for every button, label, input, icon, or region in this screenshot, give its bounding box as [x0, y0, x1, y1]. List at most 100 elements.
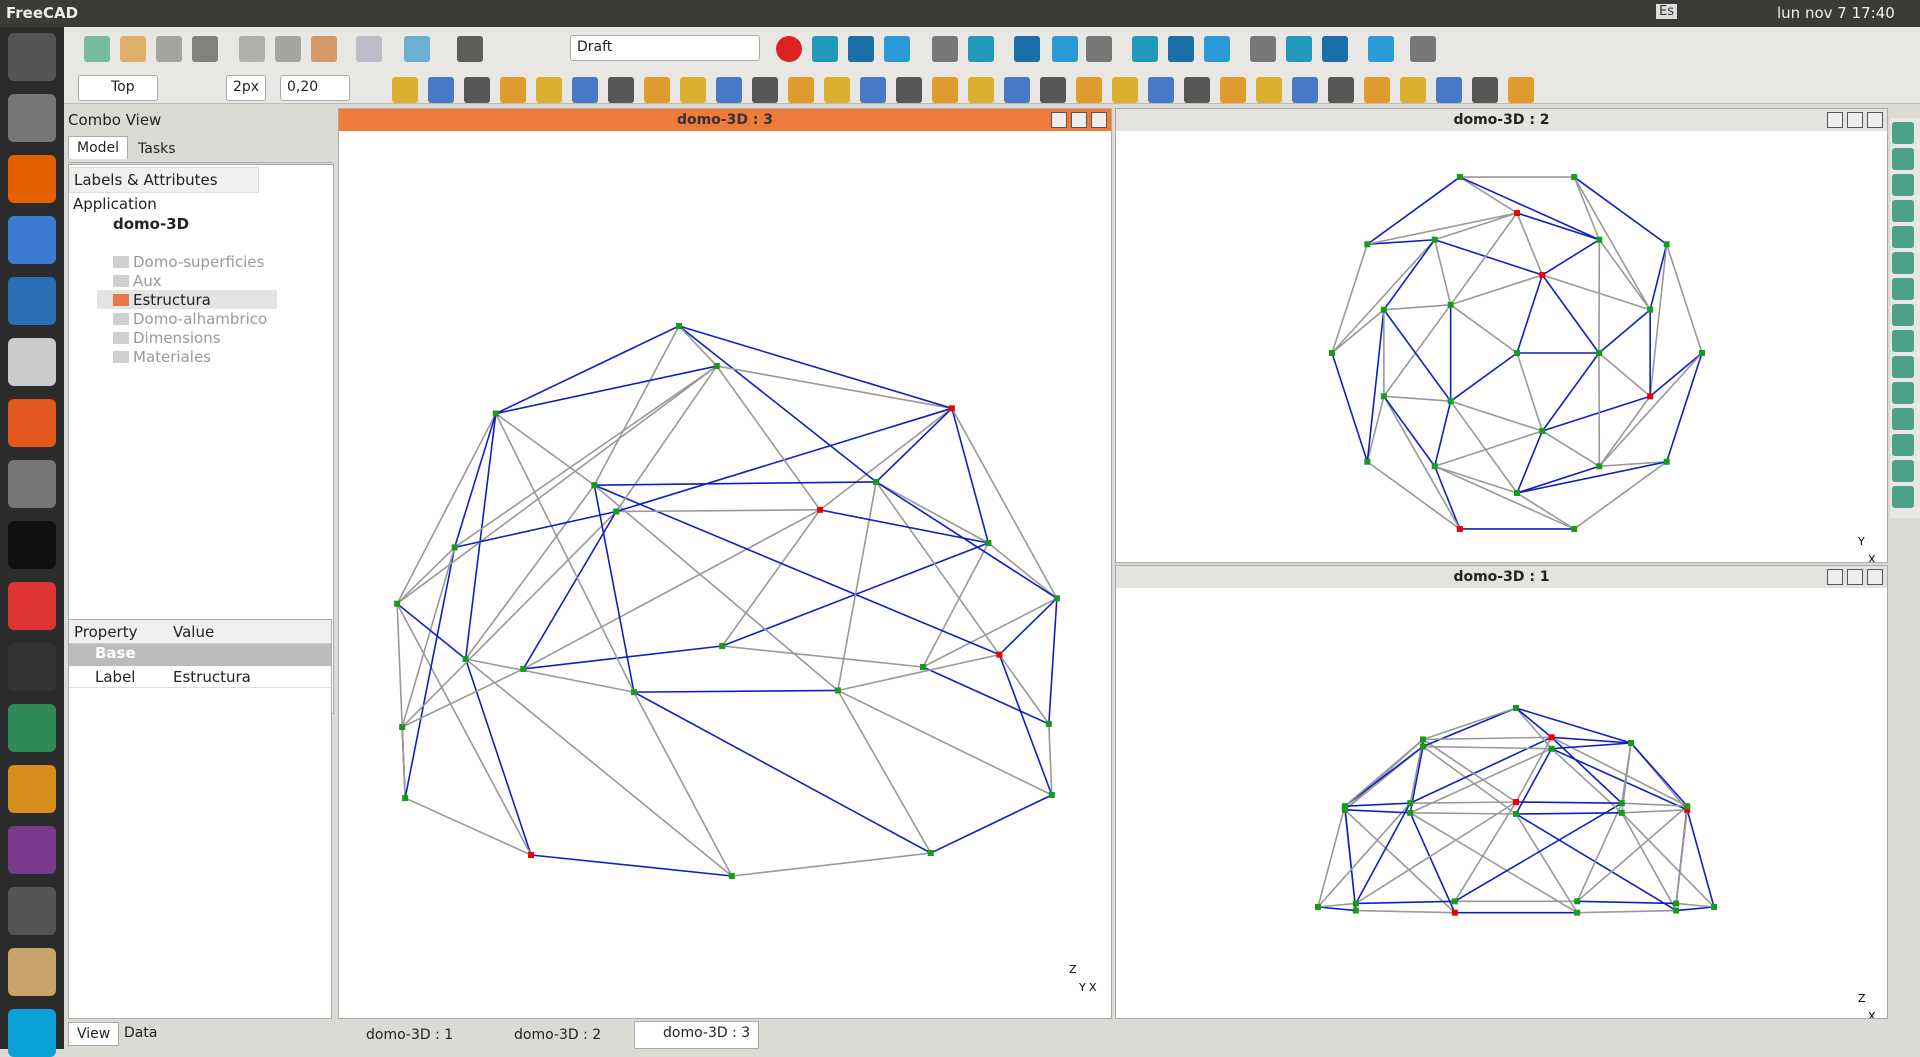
- toolbar-button[interactable]: [1892, 174, 1914, 196]
- toolbar-button[interactable]: [500, 77, 526, 103]
- toolbar-button[interactable]: [608, 77, 634, 103]
- tab[interactable]: domo-3D : 2: [486, 1024, 609, 1046]
- launcher-icon[interactable]: [8, 643, 56, 691]
- toolbar-button[interactable]: [1892, 460, 1914, 482]
- viewport-3d[interactable]: ZX: [1116, 588, 1887, 1018]
- toolbar-button[interactable]: [1086, 36, 1112, 62]
- tree-item[interactable]: Materiales: [133, 348, 211, 366]
- toolbar-button[interactable]: [239, 36, 265, 62]
- toolbar-button[interactable]: [1250, 36, 1276, 62]
- toolbar-button[interactable]: [572, 77, 598, 103]
- working-plane-button[interactable]: Top: [78, 75, 158, 101]
- toolbar-button[interactable]: [1892, 304, 1914, 326]
- toolbar-button[interactable]: [428, 77, 454, 103]
- toolbar-button[interactable]: [1328, 77, 1354, 103]
- tab[interactable]: Data: [116, 1022, 165, 1044]
- toolbar-button[interactable]: [1892, 278, 1914, 300]
- toolbar-button[interactable]: [1292, 77, 1318, 103]
- toolbar-button[interactable]: [1892, 148, 1914, 170]
- toolbar-button[interactable]: [680, 77, 706, 103]
- launcher-icon[interactable]: [8, 33, 56, 81]
- clock[interactable]: lun nov 7 17:40: [1777, 4, 1895, 22]
- toolbar-button[interactable]: [1892, 330, 1914, 352]
- launcher-icon[interactable]: [8, 277, 56, 325]
- toolbar-button[interactable]: [1472, 77, 1498, 103]
- window-button[interactable]: [1051, 112, 1067, 128]
- window-button[interactable]: [1867, 569, 1883, 585]
- toolbar-button[interactable]: [1256, 77, 1282, 103]
- toolbar-button[interactable]: [1040, 77, 1066, 103]
- toolbar-button[interactable]: [788, 77, 814, 103]
- toolbar-button[interactable]: [716, 77, 742, 103]
- window-button[interactable]: [1827, 569, 1843, 585]
- workbench-selector[interactable]: Draft: [570, 35, 760, 61]
- toolbar-button[interactable]: [860, 77, 886, 103]
- launcher-icon[interactable]: [8, 887, 56, 935]
- toolbar-button[interactable]: [1364, 77, 1390, 103]
- toolbar-button[interactable]: [275, 36, 301, 62]
- tree-item[interactable]: Domo-superficies: [133, 253, 264, 271]
- tab[interactable]: domo-3D : 3: [634, 1021, 759, 1049]
- launcher-icon[interactable]: [8, 94, 56, 142]
- keyboard-indicator[interactable]: Es: [1656, 4, 1677, 19]
- toolbar-button[interactable]: [1410, 36, 1436, 62]
- toolbar-button[interactable]: [1204, 36, 1230, 62]
- toolbar-button[interactable]: [1168, 36, 1194, 62]
- window-button[interactable]: [1827, 112, 1843, 128]
- toolbar-button[interactable]: [1004, 77, 1030, 103]
- toolbar-button[interactable]: [812, 36, 838, 62]
- toolbar-button[interactable]: [1892, 200, 1914, 222]
- toolbar-button[interactable]: [1014, 36, 1040, 62]
- window-button[interactable]: [1847, 112, 1863, 128]
- tab[interactable]: View: [68, 1022, 119, 1046]
- tree-item[interactable]: Estructura: [133, 291, 211, 309]
- toolbar-button[interactable]: [1892, 434, 1914, 456]
- launcher-icon[interactable]: [8, 399, 56, 447]
- toolbar-button[interactable]: [968, 77, 994, 103]
- tree-item[interactable]: Dimensions: [133, 329, 221, 347]
- tree-item[interactable]: Domo-alhambrico: [133, 310, 267, 328]
- property-row[interactable]: Label Estructura: [69, 666, 331, 688]
- toolbar-button[interactable]: [884, 36, 910, 62]
- toolbar-button[interactable]: [1132, 36, 1158, 62]
- launcher-icon[interactable]: [8, 765, 56, 813]
- window-button[interactable]: [1071, 112, 1087, 128]
- toolbar-button[interactable]: [192, 36, 218, 62]
- toolbar-button[interactable]: [1892, 408, 1914, 430]
- toolbar-button[interactable]: [896, 77, 922, 103]
- toolbar-button[interactable]: [464, 77, 490, 103]
- toolbar-button[interactable]: [824, 77, 850, 103]
- toolbar-button[interactable]: [84, 36, 110, 62]
- launcher-icon[interactable]: [8, 826, 56, 874]
- tab[interactable]: domo-3D : 1: [338, 1024, 461, 1046]
- toolbar-button[interactable]: [1892, 226, 1914, 248]
- toolbar-button[interactable]: [1892, 382, 1914, 404]
- window-button[interactable]: [1867, 112, 1883, 128]
- toolbar-button[interactable]: [1400, 77, 1426, 103]
- toolbar-button[interactable]: [776, 36, 802, 62]
- toolbar-button[interactable]: [848, 36, 874, 62]
- launcher-icon[interactable]: [8, 521, 56, 569]
- toolbar-button[interactable]: [1184, 77, 1210, 103]
- toolbar-button[interactable]: [932, 77, 958, 103]
- line-width-field[interactable]: 2px: [226, 75, 266, 101]
- toolbar-button[interactable]: [392, 77, 418, 103]
- window-button[interactable]: [1091, 112, 1107, 128]
- toolbar-button[interactable]: [1220, 77, 1246, 103]
- launcher-icon[interactable]: [8, 1009, 56, 1057]
- toolbar-button[interactable]: [457, 36, 483, 62]
- toolbar-button[interactable]: [1508, 77, 1534, 103]
- document-node[interactable]: domo-3D: [113, 215, 189, 233]
- window-button[interactable]: [1847, 569, 1863, 585]
- tree-item[interactable]: Aux: [133, 272, 162, 290]
- tab[interactable]: Model: [68, 136, 128, 159]
- toolbar-button[interactable]: [356, 36, 382, 62]
- toolbar-button[interactable]: [1076, 77, 1102, 103]
- toolbar-button[interactable]: [1148, 77, 1174, 103]
- launcher-icon[interactable]: [8, 155, 56, 203]
- toolbar-button[interactable]: [1892, 122, 1914, 144]
- launcher-icon[interactable]: [8, 460, 56, 508]
- viewport-3d[interactable]: YX: [1116, 131, 1887, 562]
- launcher-icon[interactable]: [8, 948, 56, 996]
